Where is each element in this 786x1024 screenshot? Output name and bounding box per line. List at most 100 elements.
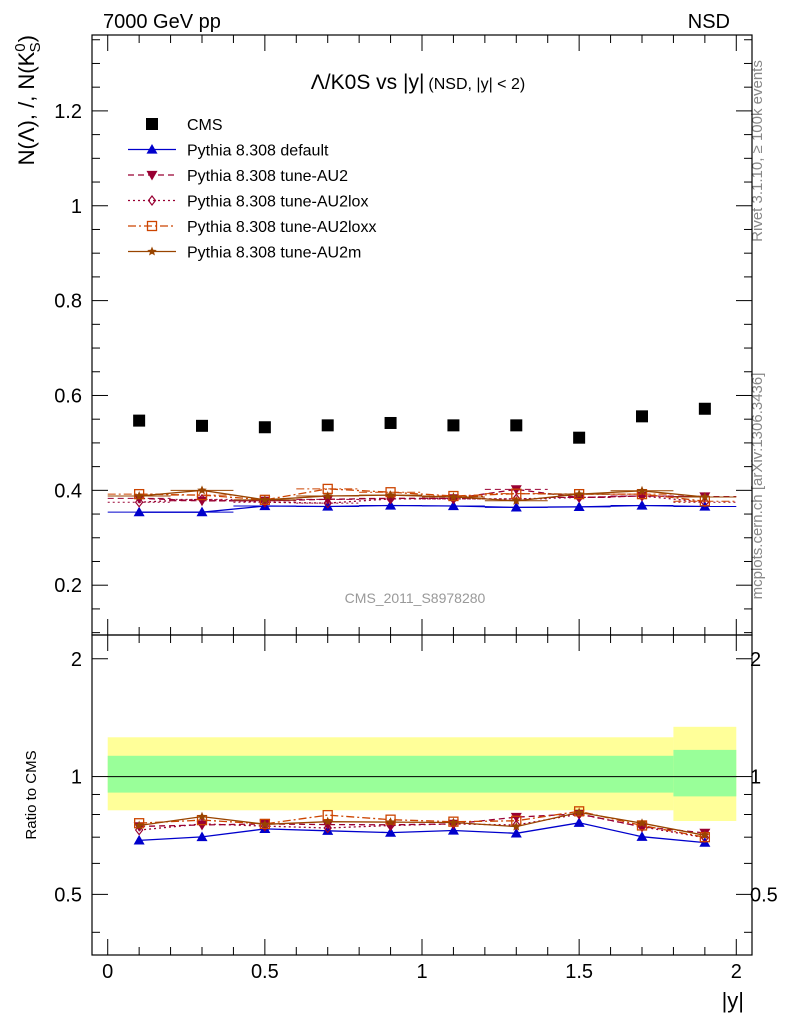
header-right: NSD xyxy=(688,11,730,33)
data-point xyxy=(197,811,207,821)
data-point xyxy=(573,817,585,827)
ratio-panel: 0.5 0.5 1 1 2 2 0 0.5 1 1.5 2 |y| Ratio to CMS xyxy=(23,634,778,1013)
data-point xyxy=(322,491,333,501)
legend-entry: Pythia 8.308 default xyxy=(187,143,329,160)
legend-entry: CMS xyxy=(187,117,223,134)
data-point xyxy=(385,500,397,510)
y-tick-label: 2 xyxy=(71,649,82,671)
data-point xyxy=(510,812,522,823)
data-point xyxy=(323,822,332,834)
data-point xyxy=(197,493,207,505)
data-point xyxy=(197,818,207,830)
data-point xyxy=(700,830,710,840)
data-point xyxy=(636,500,648,510)
legend-entry: Pythia 8.308 tune-AU2loxx xyxy=(187,219,376,236)
ratio-series-au2m xyxy=(134,807,710,840)
legend-marker xyxy=(146,170,158,181)
data-point xyxy=(574,807,584,817)
series-line xyxy=(139,488,705,502)
y-tick-label: 0.4 xyxy=(54,480,82,502)
ratio-series-default xyxy=(133,817,711,847)
y-tick-label: 0.6 xyxy=(54,385,82,407)
series-line xyxy=(139,495,705,504)
mcplots-label: mcplots.cern.ch [arXiv:1306.3436] xyxy=(749,373,766,600)
data-point xyxy=(573,806,585,817)
data-point xyxy=(322,495,334,505)
data-point xyxy=(134,820,144,830)
ratio-axis-label: Ratio to CMS xyxy=(23,750,40,839)
data-point xyxy=(512,493,521,505)
data-point xyxy=(197,485,207,495)
data-point xyxy=(637,818,647,828)
data-point xyxy=(510,501,522,512)
series-line xyxy=(139,810,706,838)
series-line xyxy=(139,489,705,502)
data-point xyxy=(511,821,522,831)
data-point xyxy=(134,491,144,501)
data-point xyxy=(448,490,459,502)
data-point xyxy=(133,414,146,427)
data-point xyxy=(511,495,522,505)
data-point xyxy=(447,500,459,511)
analysis-watermark: CMS_2011_S8978280 xyxy=(345,590,486,606)
y-tick-label-right: 0.5 xyxy=(750,884,778,906)
data-point xyxy=(134,496,144,508)
data-point xyxy=(384,416,397,429)
main-panel: 0.2 0.4 0.6 0.8 1 1.2 N(Λ), /, N(K0S) Λ/K0S vs … xyxy=(12,34,753,636)
uncertainty-band-inner xyxy=(107,755,674,793)
data-point xyxy=(322,816,333,826)
y-tick-label: 1 xyxy=(71,196,82,218)
data-point xyxy=(448,817,459,827)
legend-marker xyxy=(146,220,158,232)
data-point xyxy=(133,506,145,517)
data-point xyxy=(260,819,270,829)
data-point xyxy=(133,834,145,845)
data-point xyxy=(510,419,523,432)
data-point xyxy=(510,827,522,838)
legend-entry: Pythia 8.308 tune-AU2m xyxy=(187,245,361,262)
y-tick-label: 0.8 xyxy=(54,291,82,313)
y-tick-label: 0.2 xyxy=(54,575,82,597)
series-line xyxy=(139,822,705,844)
data-point xyxy=(323,497,332,509)
data-point xyxy=(700,491,710,502)
legend-marker xyxy=(146,144,158,154)
data-point xyxy=(385,490,396,500)
rivet-label: Rivet 3.1.10, ≥ 100k events xyxy=(749,60,766,242)
data-point xyxy=(637,485,647,495)
data-point xyxy=(322,500,334,511)
series-line xyxy=(139,813,705,834)
data-point xyxy=(321,419,334,432)
y-axis-label: N(Λ), /, N(K0S) xyxy=(12,35,44,165)
data-point xyxy=(133,818,145,829)
data-point xyxy=(698,402,711,415)
legend-marker xyxy=(147,246,157,256)
data-point xyxy=(385,817,396,827)
data-point xyxy=(133,488,145,500)
y-tick-label: 1 xyxy=(71,767,82,789)
data-point xyxy=(574,489,584,499)
series-line xyxy=(139,504,705,513)
y-tick-label: 1.2 xyxy=(54,101,82,123)
y-tick-label-right: 1 xyxy=(750,767,761,789)
uncertainty-band-inner xyxy=(673,749,737,797)
series-cms xyxy=(133,402,711,444)
legend-marker xyxy=(147,195,157,206)
y-tick-label-right: 2 xyxy=(750,649,761,671)
data-point xyxy=(447,419,460,432)
data-point xyxy=(510,485,522,495)
data-point xyxy=(448,816,459,827)
data-point xyxy=(196,419,208,432)
y-tick-label: 0.5 xyxy=(54,884,82,906)
plot-title: Λ/K0S vs |y| (NSD, |y| < 2) xyxy=(311,71,525,94)
x-tick-label: 0 xyxy=(102,961,113,983)
data-point xyxy=(448,491,459,502)
series-line xyxy=(139,811,706,836)
legend-entry: Pythia 8.308 tune-AU2lox xyxy=(187,194,368,211)
data-point xyxy=(258,421,271,434)
data-point xyxy=(322,825,334,835)
x-axis-label: |y| xyxy=(722,988,744,1013)
series-au2m xyxy=(107,485,737,505)
data-point xyxy=(260,494,270,504)
